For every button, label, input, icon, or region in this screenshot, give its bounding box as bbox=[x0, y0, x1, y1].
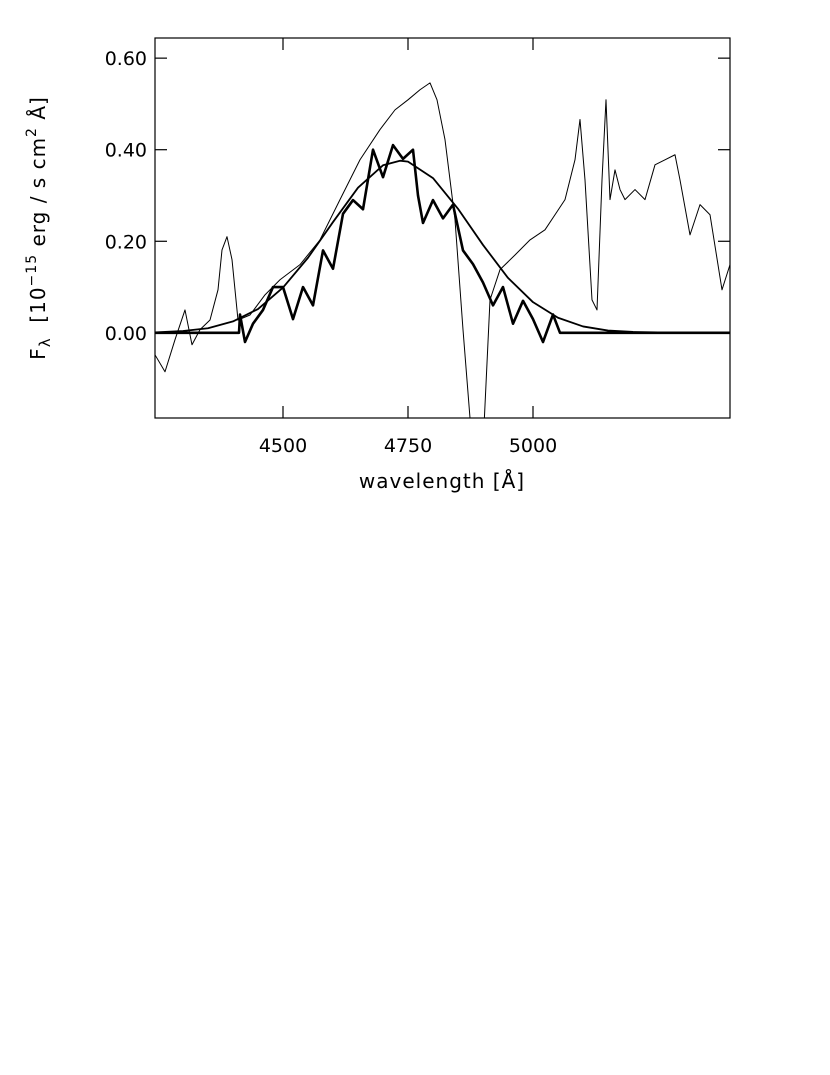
spectrum-line bbox=[155, 82, 730, 418]
y-axis-label: Fλ [10−15 erg / s cm2 Å] bbox=[24, 96, 54, 360]
x-tick-label: 5000 bbox=[509, 435, 557, 457]
y-tick-label: 0.60 bbox=[105, 48, 147, 70]
y-axis-label-part: λ bbox=[36, 337, 54, 347]
y-axis-label-part: −15 bbox=[24, 254, 40, 287]
y-axis-label-part: Å] bbox=[26, 96, 50, 127]
y-axis-label-part: [10 bbox=[26, 286, 50, 337]
plot-area bbox=[155, 82, 730, 418]
y-tick-label: 0.20 bbox=[105, 231, 147, 253]
x-tick-label: 4500 bbox=[259, 435, 307, 457]
spectrum-line bbox=[155, 159, 730, 334]
plot-frame bbox=[154, 37, 731, 419]
y-tick-label: 0.00 bbox=[105, 323, 147, 345]
y-tick-label: 0.40 bbox=[105, 140, 147, 162]
y-axis-label-part: erg / s cm bbox=[26, 137, 50, 254]
y-axis-label-part: 2 bbox=[24, 127, 40, 137]
x-tick-label: 4750 bbox=[384, 435, 432, 457]
x-axis-label: wavelength [Å] bbox=[359, 469, 525, 493]
spectrum-line bbox=[155, 143, 730, 344]
y-axis-label-part: F bbox=[26, 347, 50, 360]
